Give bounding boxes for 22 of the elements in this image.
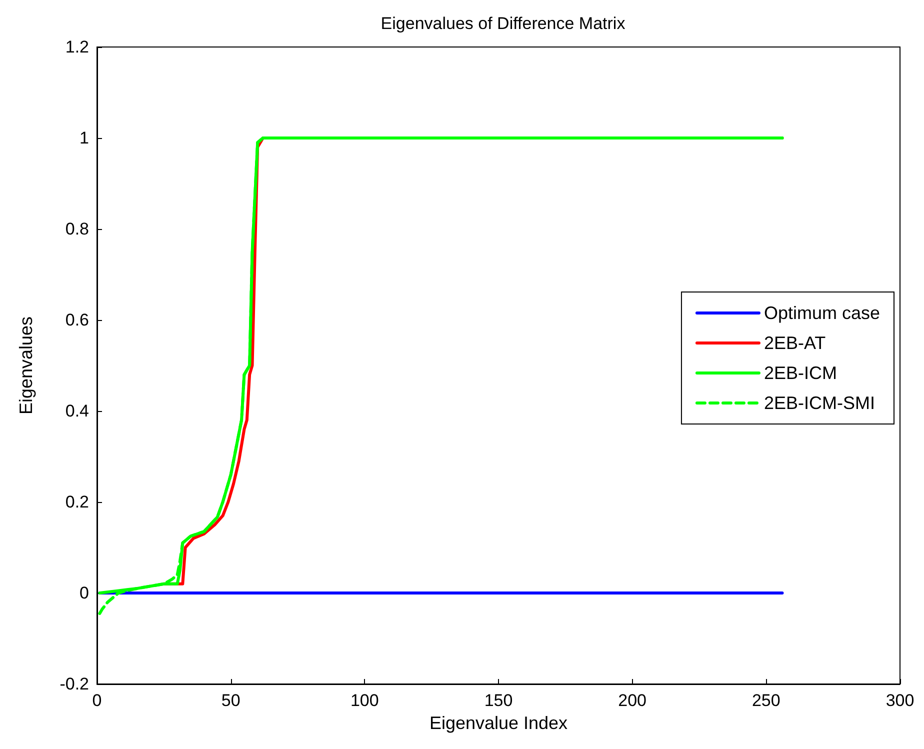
y-tick-label: 0.2: [65, 492, 89, 512]
x-tick-label: 250: [752, 691, 780, 710]
y-tick-label: 0.8: [65, 220, 89, 238]
y-axis-title: Eigenvalues: [16, 316, 36, 415]
x-tick-label: 0: [92, 691, 102, 710]
legend-label: 2EB-ICM: [764, 363, 837, 383]
y-tick-label: 0.6: [65, 310, 89, 330]
x-axis-title: Eigenvalue Index: [429, 713, 568, 733]
legend-label: 2EB-ICM-SMI: [764, 393, 875, 413]
x-tick-label: 50: [221, 691, 240, 710]
y-tick-label: -0.2: [60, 674, 89, 694]
y-tick-label: 0.4: [65, 402, 89, 420]
y-tick-label: 0: [80, 584, 89, 602]
x-tick-label: 150: [484, 691, 513, 710]
x-tick-label: 300: [886, 691, 914, 710]
y-tick-label: 1.2: [65, 38, 89, 56]
x-tick-label: 200: [618, 691, 647, 710]
legend-label: 2EB-AT: [764, 333, 826, 353]
chart-title: Eigenvalues of Difference Matrix: [380, 14, 626, 33]
y-tick-label: 1: [80, 128, 89, 148]
legend-label: Optimum case: [764, 303, 880, 323]
x-tick-label: 100: [350, 691, 379, 710]
